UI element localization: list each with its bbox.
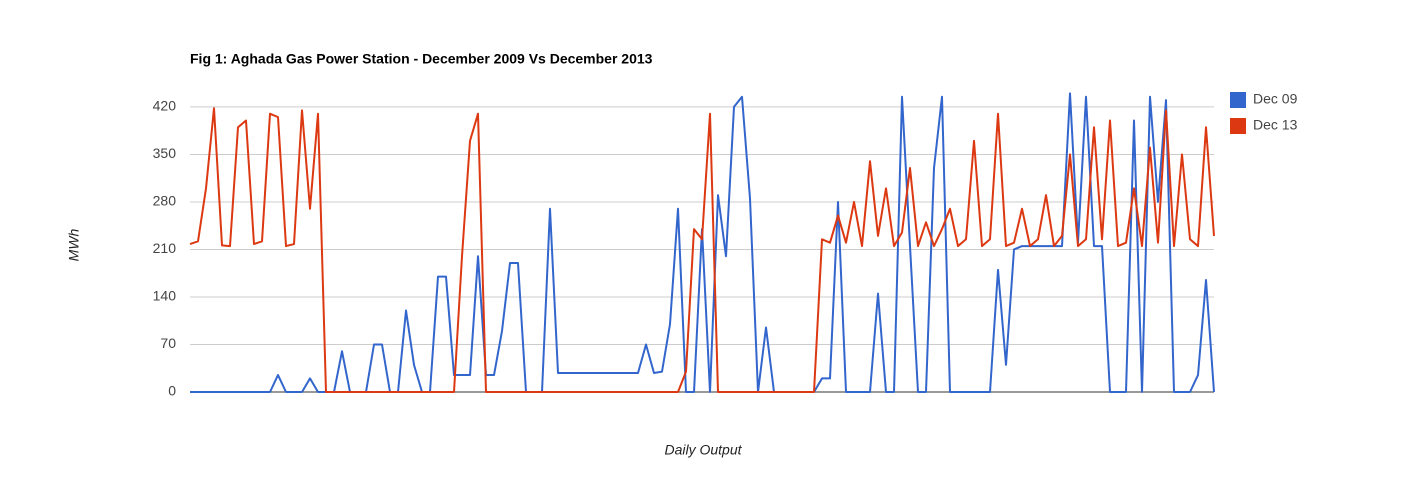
chart-title: Fig 1: Aghada Gas Power Station - Decemb… bbox=[190, 51, 653, 67]
legend-label: Dec 09 bbox=[1253, 91, 1298, 107]
y-tick-label: 350 bbox=[153, 145, 177, 161]
x-axis-title: Daily Output bbox=[664, 442, 742, 458]
y-tick-label: 210 bbox=[153, 240, 177, 256]
legend-swatch bbox=[1230, 92, 1246, 108]
series-line bbox=[190, 92, 1215, 393]
y-tick-label: 0 bbox=[168, 383, 176, 399]
y-tick-label: 280 bbox=[153, 193, 177, 209]
y-tick-label: 70 bbox=[160, 335, 176, 351]
series-line bbox=[189, 107, 1215, 393]
y-tick-label: 140 bbox=[153, 288, 177, 304]
legend-label: Dec 13 bbox=[1253, 117, 1298, 133]
y-tick-label: 420 bbox=[153, 98, 177, 114]
y-axis-title: MWh bbox=[66, 228, 82, 261]
legend-swatch bbox=[1230, 118, 1246, 134]
